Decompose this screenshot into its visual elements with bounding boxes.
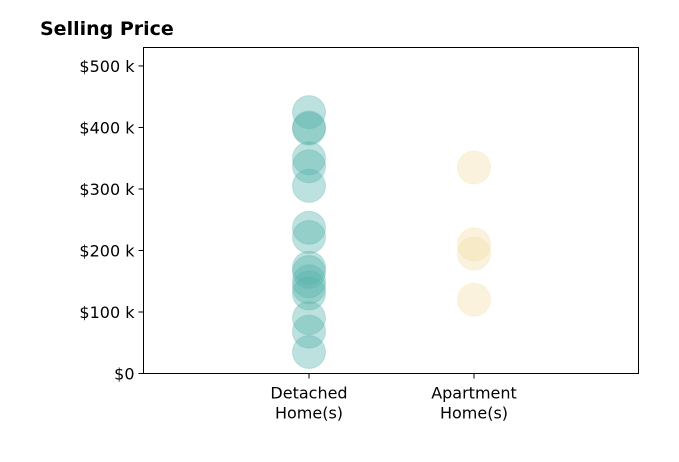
- plot-frame: [143, 47, 639, 374]
- data-point-0-3: [292, 141, 326, 176]
- data-point-0-0: [292, 95, 326, 130]
- data-point-1-0: [457, 150, 491, 185]
- y-tick-label-2: $200 k: [79, 241, 135, 260]
- data-point-0-5: [292, 168, 326, 203]
- data-point-1-3: [457, 282, 491, 317]
- data-point-1-2: [457, 236, 491, 271]
- data-point-0-9: [292, 255, 326, 290]
- data-point-0-7: [292, 219, 326, 254]
- data-point-0-12: [292, 276, 326, 311]
- x-tick-label-1: Apartment Home(s): [431, 384, 517, 423]
- y-tick-label-1: $100 k: [79, 303, 135, 322]
- x-tick-label-0: Detached Home(s): [270, 384, 347, 423]
- data-point-0-4: [292, 149, 326, 184]
- chart-title: Selling Price: [40, 18, 174, 40]
- data-point-0-2: [292, 111, 326, 146]
- data-point-0-8: [292, 250, 326, 285]
- y-tick-label-4: $400 k: [79, 118, 135, 137]
- plot-area: [292, 95, 491, 369]
- data-point-0-10: [292, 264, 326, 299]
- data-point-0-6: [292, 210, 326, 245]
- data-point-0-1: [292, 110, 326, 145]
- data-point-0-11: [292, 270, 326, 305]
- data-point-1-1: [457, 227, 491, 262]
- data-point-0-14: [292, 314, 326, 349]
- y-axis: $0 $100 k $200 k $300 k $400 k $500 k: [79, 57, 144, 384]
- y-tick-label-0: $0: [114, 365, 134, 384]
- y-tick-label-5: $500 k: [79, 57, 135, 76]
- data-point-0-15: [292, 334, 326, 369]
- x-axis: Detached Home(s) Apartment Home(s): [270, 373, 517, 423]
- y-tick-label-3: $300 k: [79, 180, 135, 199]
- data-point-0-13: [292, 301, 326, 336]
